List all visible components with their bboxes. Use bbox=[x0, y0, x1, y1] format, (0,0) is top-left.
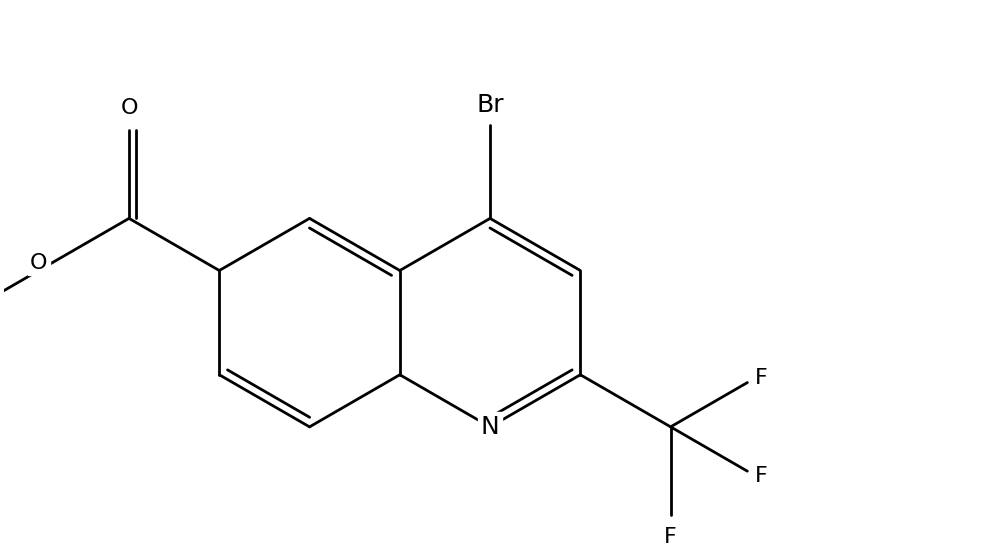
Text: Br: Br bbox=[475, 93, 504, 116]
Text: F: F bbox=[754, 466, 767, 486]
Text: F: F bbox=[754, 368, 767, 388]
Text: O: O bbox=[120, 98, 137, 118]
Text: N: N bbox=[480, 415, 498, 439]
Text: F: F bbox=[664, 527, 676, 548]
Text: O: O bbox=[30, 253, 47, 273]
